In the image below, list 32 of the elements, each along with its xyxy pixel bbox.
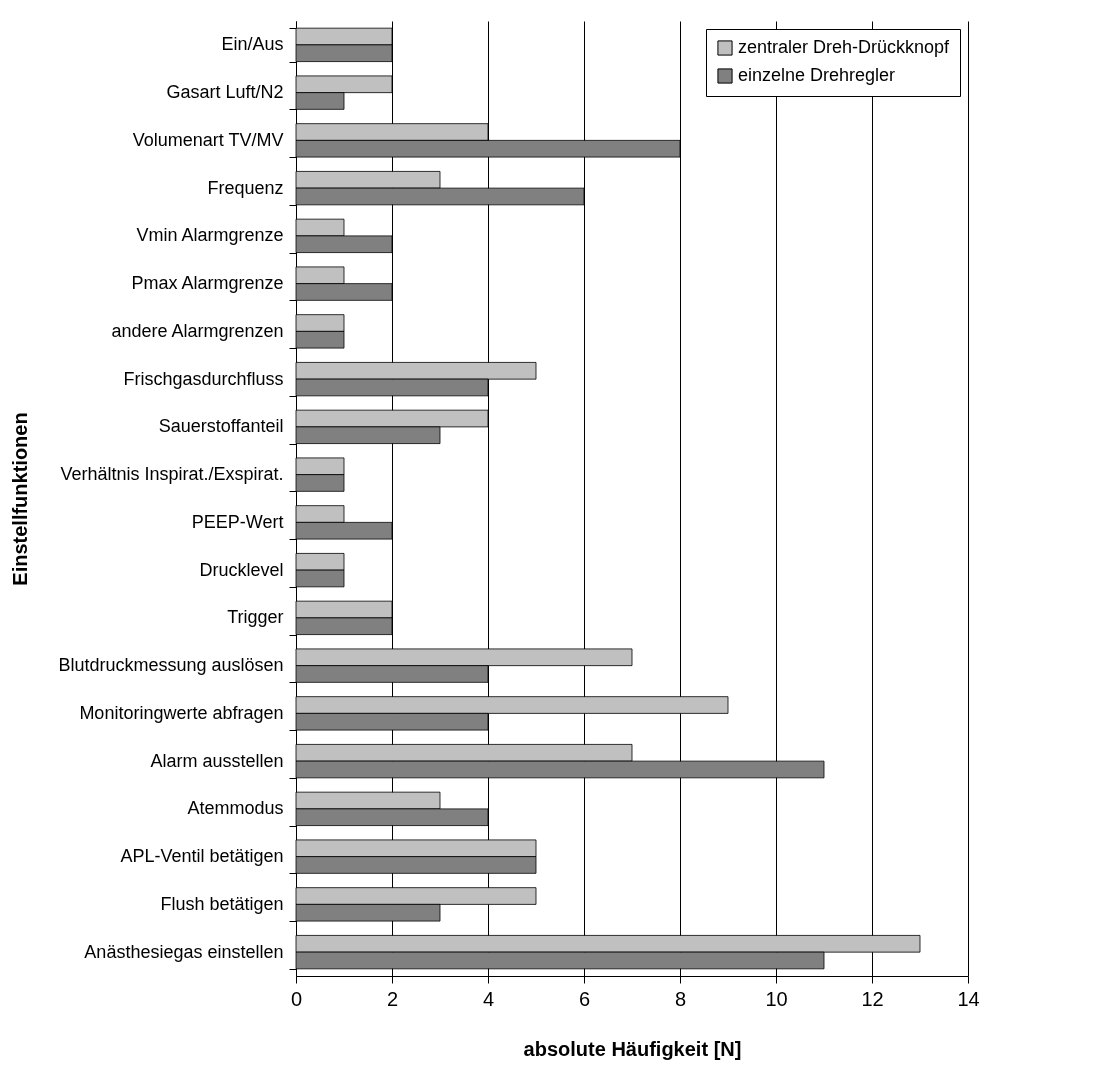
x-tick-label: 4 xyxy=(482,987,495,1010)
y-axis-title: Einstellfunktionen xyxy=(9,412,32,586)
y-tick-label: PEEP-Wert xyxy=(191,511,284,532)
y-tick-label: andere Alarmgrenzen xyxy=(111,320,284,341)
y-tick-label: Gasart Luft/N2 xyxy=(166,82,284,103)
legend-label: einzelne Drehregler xyxy=(738,65,896,85)
y-tick-label: Frequenz xyxy=(207,177,284,198)
x-tick-label: 6 xyxy=(578,987,591,1010)
y-tick-label: APL-Ventil betätigen xyxy=(120,846,284,867)
y-tick-label: Verhältnis Inspirat./Exspirat. xyxy=(60,464,284,485)
x-tick-label: 0 xyxy=(290,987,303,1010)
y-tick-label: Drucklevel xyxy=(199,559,284,580)
x-tick-label: 8 xyxy=(674,987,687,1010)
y-tick-label: Vmin Alarmgrenze xyxy=(136,225,284,246)
y-tick-label: Atemmodus xyxy=(187,798,284,819)
y-tick-label: Pmax Alarmgrenze xyxy=(131,273,284,294)
y-tick-label: Frischgasdurchfluss xyxy=(123,368,284,389)
x-tick-label: 2 xyxy=(386,987,399,1010)
y-tick-label: Blutdruckmessung auslösen xyxy=(58,655,284,676)
x-tick-label: 14 xyxy=(957,987,980,1010)
y-tick-label: Sauerstoffanteil xyxy=(158,416,284,437)
y-tick-label: Trigger xyxy=(227,607,284,628)
x-tick-label: 10 xyxy=(765,987,788,1010)
y-tick-label: Ein/Aus xyxy=(221,34,284,55)
y-tick-label: Volumenart TV/MV xyxy=(132,129,284,150)
y-tick-label: Alarm ausstellen xyxy=(150,750,284,771)
legend-label: zentraler Dreh-Drückknopf xyxy=(738,37,951,57)
y-tick-label: Monitoringwerte abfragen xyxy=(79,702,284,723)
y-tick-label: Anästhesiegas einstellen xyxy=(84,941,284,962)
x-tick-label: 12 xyxy=(861,987,884,1010)
x-axis-title: absolute Häufigkeit [N] xyxy=(523,1037,742,1060)
y-tick-label: Flush betätigen xyxy=(160,893,284,914)
